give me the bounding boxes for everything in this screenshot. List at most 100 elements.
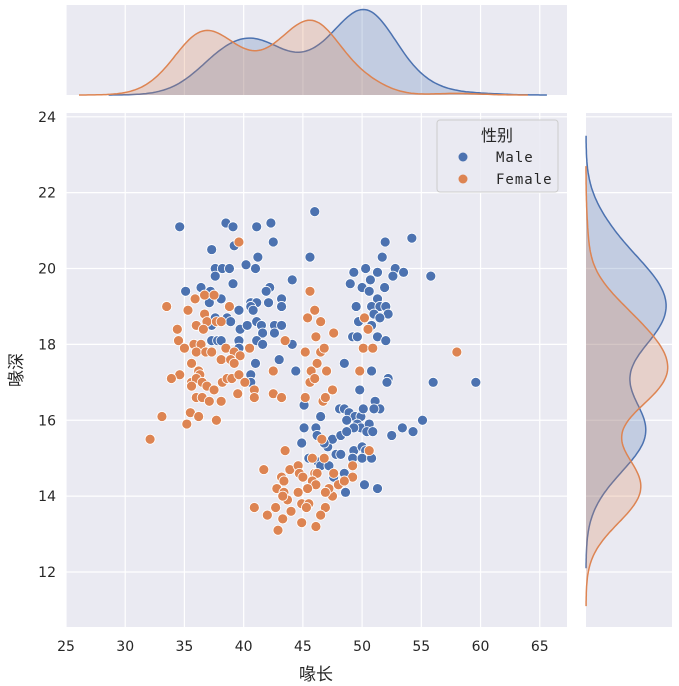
point-male — [360, 263, 372, 274]
point-female — [359, 312, 370, 324]
point-female — [224, 301, 235, 312]
legend-marker-male — [458, 152, 468, 162]
point-female — [232, 388, 244, 400]
legend-marker-female — [458, 174, 468, 184]
point-female — [306, 452, 318, 464]
point-male — [379, 282, 391, 293]
point-female — [279, 445, 291, 457]
point-female — [279, 335, 291, 347]
point-female — [309, 304, 321, 316]
point-female — [301, 502, 312, 513]
point-female — [258, 464, 270, 475]
point-male — [406, 232, 418, 244]
kde-y-line-male — [585, 135, 667, 569]
joint-axes: 25 30 35 40 45 50 55 60 65 12 14 16 18 20 22 24 — [38, 110, 567, 655]
point-female — [299, 392, 311, 403]
point-female — [347, 460, 359, 472]
point-female — [319, 392, 331, 403]
point-male — [250, 263, 261, 274]
point-female — [302, 312, 314, 324]
point-male — [227, 278, 239, 290]
point-female — [206, 346, 218, 358]
kde-y-fill-female — [586, 166, 668, 607]
marginal-y-axes — [585, 113, 672, 627]
point-male — [380, 335, 392, 347]
point-female — [310, 521, 322, 532]
point-female — [244, 342, 255, 354]
point-male — [241, 320, 253, 331]
kde-x-line-female — [79, 19, 528, 96]
point-female — [248, 502, 260, 513]
point-male — [364, 274, 376, 286]
point-female — [190, 346, 202, 358]
point-female — [173, 335, 184, 347]
point-female — [208, 289, 220, 301]
point-male — [257, 338, 269, 350]
point-male — [250, 357, 261, 369]
point-female — [296, 517, 308, 529]
point-male — [273, 354, 285, 365]
legend: 性别 Male Female — [436, 119, 559, 193]
legend-label-female: Female — [496, 172, 553, 188]
point-female — [309, 373, 321, 384]
point-male — [298, 422, 310, 434]
point-male — [425, 270, 437, 282]
point-female — [362, 323, 374, 335]
point-male — [304, 251, 316, 263]
point-female — [161, 301, 173, 312]
point-female — [316, 433, 328, 445]
point-female — [228, 357, 240, 369]
point-male — [335, 449, 347, 460]
point-female — [354, 365, 366, 377]
point-male — [356, 452, 368, 464]
point-female — [276, 392, 287, 403]
point-male — [315, 411, 327, 422]
point-male — [267, 236, 279, 248]
point-male — [386, 430, 398, 441]
point-female — [233, 369, 245, 381]
point-female — [357, 342, 369, 354]
point-female — [270, 502, 282, 513]
point-male — [363, 285, 375, 297]
marginal-x-background — [66, 5, 567, 95]
point-male — [387, 270, 399, 282]
point-female — [304, 285, 316, 297]
point-female — [328, 327, 340, 339]
point-female — [267, 365, 279, 377]
point-female — [315, 316, 327, 328]
point-female — [215, 354, 227, 365]
point-female — [261, 509, 273, 521]
joint-axes-background — [66, 113, 567, 627]
point-female — [211, 414, 222, 426]
point-male — [263, 297, 274, 309]
point-female — [338, 475, 350, 487]
point-female — [278, 475, 290, 487]
marginal-x-axes — [65, 5, 567, 96]
point-male — [290, 365, 302, 377]
point-female — [189, 293, 201, 305]
point-female — [171, 323, 183, 335]
y-tick-label: 12 — [38, 565, 56, 581]
point-male — [174, 221, 186, 233]
point-female — [315, 509, 327, 521]
kde-x-fill-female — [79, 20, 528, 96]
point-female — [248, 392, 260, 403]
point-female — [292, 486, 304, 498]
point-male — [257, 327, 269, 339]
point-male — [309, 206, 321, 218]
point-male — [348, 266, 360, 278]
legend-frame — [436, 119, 559, 193]
x-tick-label: 50 — [353, 639, 371, 655]
point-male — [286, 274, 298, 286]
point-male — [427, 376, 439, 388]
y-tick-label: 18 — [38, 337, 56, 353]
point-female — [367, 342, 379, 354]
point-male — [209, 270, 221, 282]
x-tick-label: 60 — [472, 639, 490, 655]
point-female — [319, 486, 331, 498]
point-female — [277, 490, 289, 502]
point-female — [310, 331, 322, 343]
point-female — [328, 467, 340, 479]
point-male — [372, 266, 383, 278]
